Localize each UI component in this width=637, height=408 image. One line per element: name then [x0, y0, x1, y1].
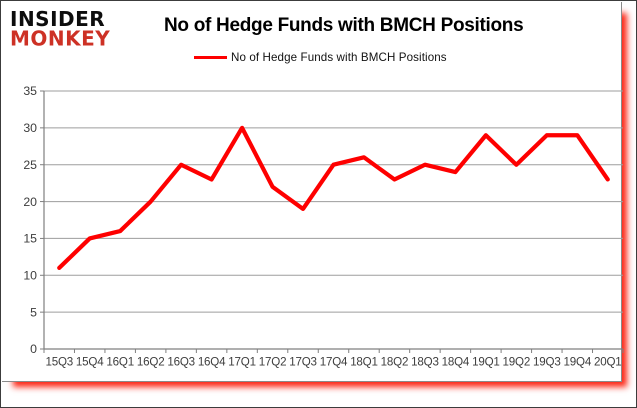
x-tick-label: 18Q1 — [350, 356, 378, 369]
x-tick-label: 20Q1 — [594, 356, 622, 369]
x-tick-label: 18Q3 — [411, 356, 439, 369]
logo-monkey-text: MONKEY — [10, 25, 111, 51]
insider-monkey-logo: INSIDER MONKEY — [10, 6, 111, 51]
x-tick-label: 16Q3 — [167, 356, 195, 369]
y-tick-label: 25 — [23, 158, 37, 172]
legend-label: No of Hedge Funds with BMCH Positions — [231, 51, 447, 64]
y-tick-label: 0 — [30, 342, 37, 356]
x-tick-label: 19Q2 — [503, 356, 531, 369]
x-tick-label: 19Q1 — [472, 356, 500, 369]
x-tick-label: 16Q2 — [137, 356, 165, 369]
series-line-hedge-funds — [57, 125, 610, 271]
y-tick-label: 10 — [23, 268, 37, 282]
chart-frame — [2, 2, 622, 382]
logo-insider-text: INSIDER — [10, 6, 106, 32]
x-tick-label: 18Q2 — [381, 356, 409, 369]
legend-line-icon — [194, 56, 227, 59]
y-tick-label: 20 — [23, 195, 37, 209]
x-tick-label: 17Q3 — [289, 356, 317, 369]
x-tick-label: 17Q2 — [259, 356, 287, 369]
x-tick-label: 17Q1 — [228, 356, 256, 369]
y-tick-label: 30 — [23, 121, 37, 135]
x-tick-label: 16Q4 — [198, 356, 226, 369]
y-tick-label: 5 — [30, 305, 37, 319]
y-tick-label: 15 — [23, 232, 37, 246]
y-tick-label: 35 — [23, 84, 37, 98]
x-tick-label: 19Q4 — [564, 356, 592, 369]
page-title: No of Hedge Funds with BMCH Positions — [164, 15, 524, 36]
x-tick-label: 19Q3 — [533, 356, 561, 369]
x-tick-label: 15Q4 — [76, 356, 104, 369]
x-tick-label: 16Q1 — [106, 356, 134, 369]
x-tick-label: 17Q4 — [320, 356, 348, 369]
x-tick-label: 15Q3 — [45, 356, 73, 369]
chart-legend: No of Hedge Funds with BMCH Positions — [194, 51, 447, 64]
x-tick-label: 18Q4 — [442, 356, 470, 369]
